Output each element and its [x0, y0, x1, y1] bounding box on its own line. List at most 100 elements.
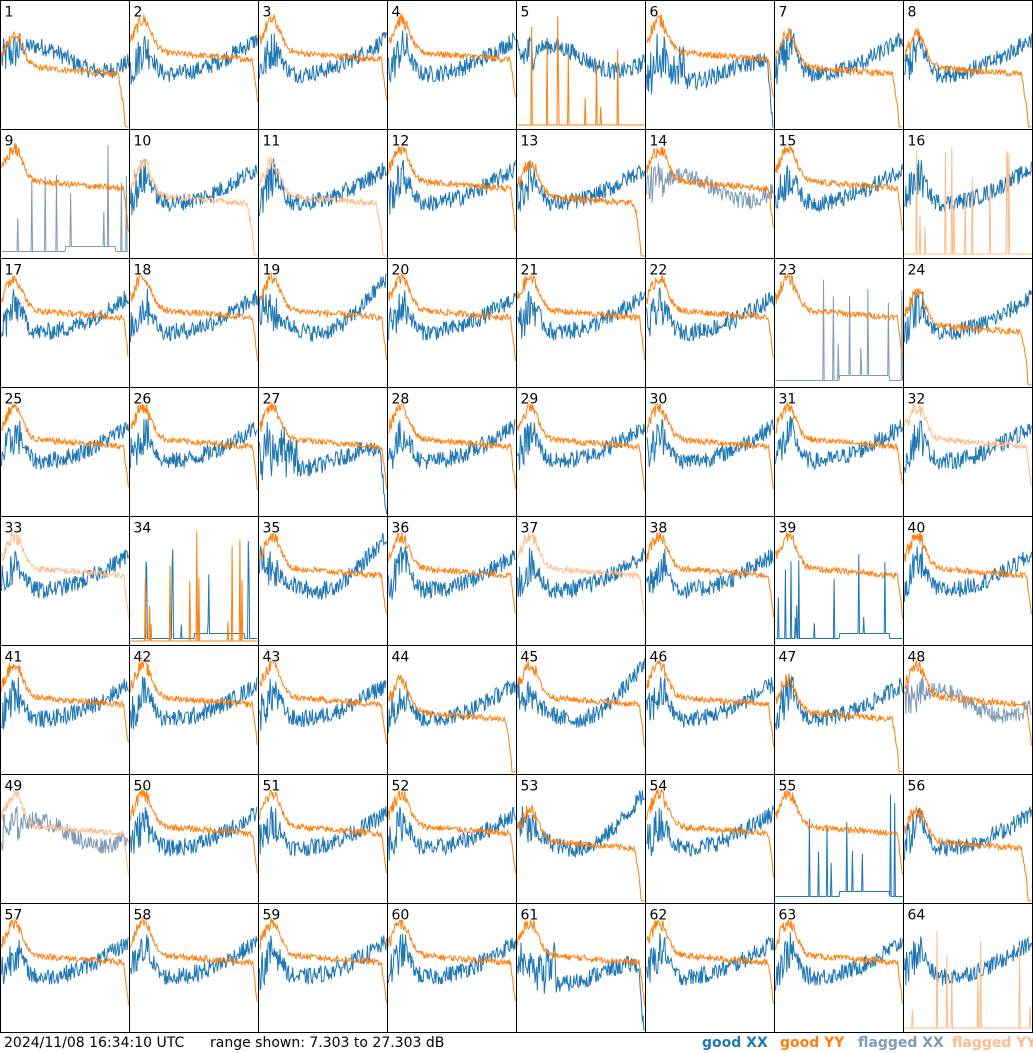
panel-24: 24 [903, 258, 1033, 388]
panel-label: 44 [392, 650, 410, 666]
series-yy [517, 659, 645, 747]
series-yy [775, 530, 903, 619]
series-xx [775, 164, 903, 214]
panel-label: 43 [263, 650, 281, 666]
panel-43: 43 [258, 645, 388, 775]
panel-frame [0, 903, 130, 1033]
series-yy [130, 531, 258, 642]
panel-label: 19 [263, 263, 281, 279]
series-xx [904, 290, 1032, 344]
panel-45: 45 [516, 645, 646, 775]
series-yy [517, 159, 645, 257]
panel-5: 5 [516, 0, 646, 130]
series-yy [130, 916, 258, 1003]
series-yy [517, 16, 645, 126]
series-yy [904, 28, 1032, 128]
panel-label: 24 [908, 263, 926, 279]
panel-35: 35 [258, 516, 388, 646]
panel-label: 35 [263, 521, 281, 537]
series-yy [388, 145, 516, 231]
series-yy [904, 532, 1032, 615]
series-yy [646, 658, 774, 747]
series-yy [904, 146, 1032, 255]
panel-28: 28 [387, 387, 517, 517]
series-xx [130, 806, 258, 857]
legend-flagged-xx: flagged XX [858, 1035, 944, 1051]
series-yy [517, 271, 645, 360]
panel-59: 59 [258, 903, 388, 1033]
panel-frame [0, 129, 130, 259]
timestamp: 2024/11/08 16:34:10 UTC [4, 1035, 185, 1051]
series-xx [775, 675, 903, 730]
series-yy [130, 157, 258, 257]
series-yy [517, 399, 645, 491]
panel-50: 50 [129, 774, 259, 904]
series-yy [904, 402, 1032, 486]
series-yy [388, 12, 516, 98]
series-xx [1, 33, 129, 79]
panel-32: 32 [903, 387, 1033, 517]
panel-55: 55 [774, 774, 904, 904]
series-xx [130, 34, 258, 85]
legend-good-xx: good XX [702, 1035, 768, 1051]
panel-33: 33 [0, 516, 130, 646]
panel-label: 8 [908, 5, 917, 21]
panel-label: 54 [650, 779, 668, 795]
series-xx [259, 678, 387, 731]
series-yy [259, 271, 387, 361]
series-yy [259, 788, 387, 874]
panel-frame [774, 0, 904, 130]
series-xx [646, 548, 774, 599]
series-xx [388, 933, 516, 985]
series-xx [517, 36, 645, 80]
panel-label: 21 [521, 263, 539, 279]
panel-48: 48 [903, 645, 1033, 775]
series-yy [1, 275, 129, 357]
panel-31: 31 [774, 387, 904, 517]
series-yy [646, 919, 774, 1004]
panel-3: 3 [258, 0, 388, 130]
panel-label: 7 [779, 5, 788, 21]
panel-label: 25 [5, 392, 23, 408]
series-yy [130, 658, 258, 746]
panel-label: 34 [134, 521, 152, 537]
series-yy [130, 403, 258, 491]
series-xx [1, 145, 129, 252]
panel-47: 47 [774, 645, 904, 775]
legend-good-yy: good YY [780, 1035, 845, 1051]
panel-frame [129, 0, 259, 130]
series-xx [517, 547, 645, 599]
series-yy [1, 142, 129, 232]
panel-frame [258, 0, 388, 130]
panel-label: 63 [779, 908, 797, 924]
panel-54: 54 [645, 774, 775, 904]
series-yy [775, 918, 903, 1004]
series-yy [130, 274, 258, 362]
panel-label: 10 [134, 134, 152, 150]
series-yy [388, 789, 516, 874]
series-yy [904, 659, 1032, 746]
series-yy [259, 658, 387, 744]
panel-53: 53 [516, 774, 646, 904]
panel-label: 59 [263, 908, 281, 924]
panel-51: 51 [258, 774, 388, 904]
series-yy [388, 531, 516, 614]
panel-frame [645, 645, 775, 775]
panel-label: 55 [779, 779, 797, 795]
panel-frame [0, 258, 130, 388]
series-yy [775, 401, 903, 485]
panel-label: 41 [5, 650, 23, 666]
series-yy [259, 14, 387, 100]
series-xx [904, 420, 1032, 473]
panel-label: 61 [521, 908, 539, 924]
panel-42: 42 [129, 645, 259, 775]
series-xx [646, 932, 774, 986]
panel-label: 13 [521, 134, 539, 150]
panel-label: 45 [521, 650, 539, 666]
panel-frame [903, 774, 1033, 904]
panel-label: 27 [263, 392, 281, 408]
panel-label: 28 [392, 392, 410, 408]
panel-26: 26 [129, 387, 259, 517]
series-yy [517, 918, 645, 1006]
series-yy [775, 673, 903, 773]
